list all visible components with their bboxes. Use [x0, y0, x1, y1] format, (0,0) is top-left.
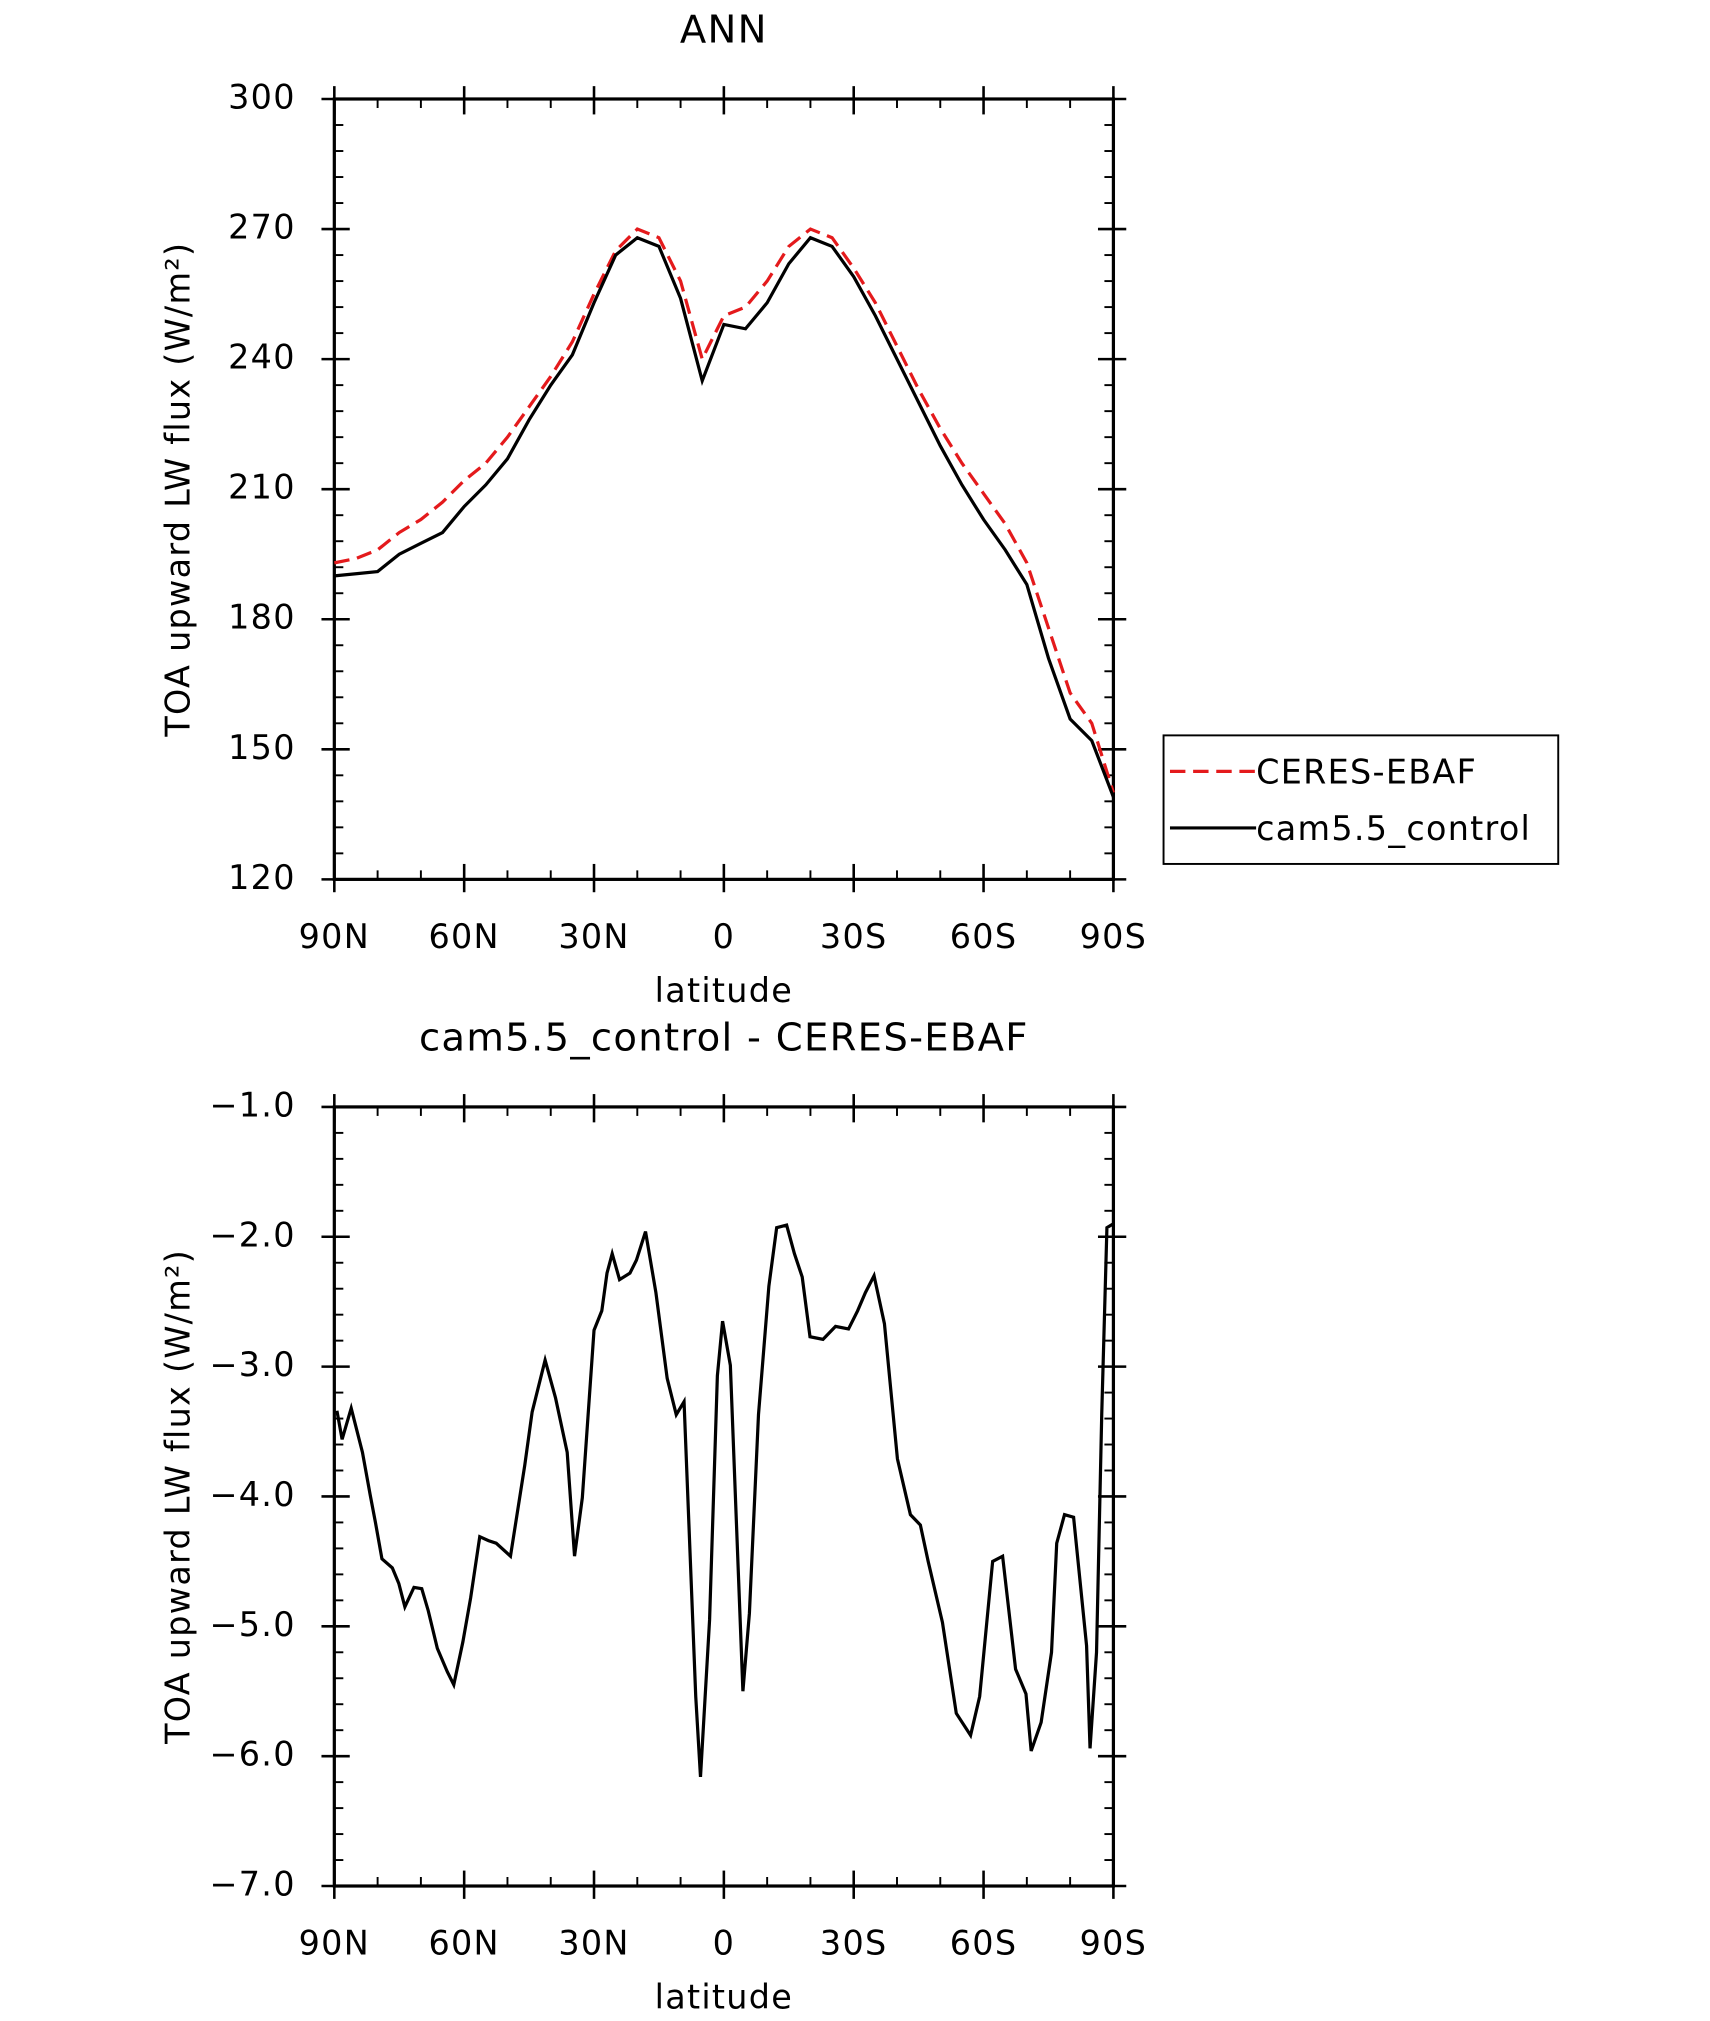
y-tick-label: 240	[228, 338, 296, 377]
x-tick-label: 60S	[950, 1924, 1018, 1963]
x-tick-label: 60S	[950, 917, 1018, 956]
x-tick-label: 90N	[299, 917, 370, 956]
x-tick-label: 90S	[1080, 1924, 1148, 1963]
x-tick-label: 90S	[1080, 917, 1148, 956]
chart-title: cam5.5_control - CERES-EBAF	[419, 1016, 1029, 1061]
y-axis-label: TOA upward LW flux (W/m²)	[159, 1249, 198, 1745]
y-tick-label: 210	[228, 468, 296, 507]
y-tick-label: −5.0	[209, 1605, 295, 1644]
data-line	[334, 227, 1115, 794]
legend-label: CERES-EBAF	[1256, 752, 1477, 791]
y-tick-label: −3.0	[209, 1345, 295, 1384]
y-tick-label: −2.0	[209, 1215, 295, 1254]
x-tick-label: 0	[713, 917, 736, 956]
data-line	[335, 1222, 1115, 1778]
y-tick-label: 270	[228, 208, 296, 247]
y-tick-label: −6.0	[209, 1735, 295, 1774]
y-tick-label: −1.0	[209, 1085, 295, 1124]
x-tick-label: 60N	[428, 917, 499, 956]
y-tick-label: −7.0	[209, 1865, 295, 1904]
legend-label: cam5.5_control	[1256, 809, 1531, 848]
x-tick-label: 30N	[558, 1924, 629, 1963]
x-tick-label: 30S	[820, 917, 888, 956]
data-line	[334, 235, 1115, 798]
x-tick-label: 30N	[558, 917, 629, 956]
plot-frame	[332, 1105, 1116, 1888]
chart-title: ANN	[680, 8, 768, 53]
x-axis-label: latitude	[655, 1978, 793, 2017]
y-tick-label: 120	[228, 858, 296, 897]
x-tick-label: 90N	[299, 1924, 370, 1963]
y-tick-label: 300	[228, 77, 296, 116]
plot-frame	[332, 97, 1116, 881]
x-tick-label: 60N	[428, 1924, 499, 1963]
legend-box	[1162, 734, 1560, 865]
x-tick-label: 30S	[820, 1924, 888, 1963]
y-tick-label: 180	[228, 598, 296, 637]
x-tick-label: 0	[713, 1924, 736, 1963]
y-tick-label: −4.0	[209, 1475, 295, 1514]
y-tick-label: 150	[228, 728, 296, 767]
x-axis-label: latitude	[655, 971, 793, 1010]
y-axis-label: TOA upward LW flux (W/m²)	[159, 242, 198, 738]
